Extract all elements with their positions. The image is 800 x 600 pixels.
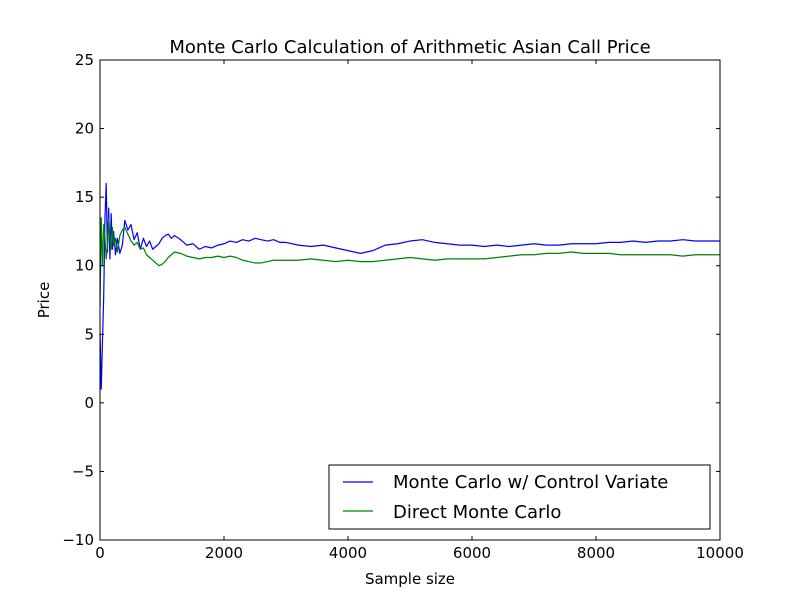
y-tick-label: 10: [75, 257, 94, 275]
y-axis-label: Price: [35, 282, 53, 319]
y-tick-label: −5: [72, 462, 94, 480]
x-axis: 0 2000 4000 6000 8000 10000: [95, 60, 744, 562]
series-layer: [99, 182, 720, 390]
y-tick-label: −10: [62, 531, 94, 549]
legend: Monte Carlo w/ Control Variate Direct Mo…: [328, 464, 711, 530]
chart-title: Monte Carlo Calculation of Arithmetic As…: [169, 37, 650, 58]
x-tick-label: 2000: [205, 544, 243, 562]
series-line-control-variate: [99, 182, 720, 390]
y-tick-label: 25: [75, 51, 94, 69]
x-axis-label: Sample size: [365, 570, 455, 588]
y-tick-label: 15: [75, 188, 94, 206]
y-tick-label: 0: [84, 394, 94, 412]
y-tick-label: 20: [75, 120, 94, 138]
y-tick-label: 5: [84, 325, 94, 343]
plot-area-frame: [99, 59, 721, 541]
legend-label-direct-monte-carlo: Direct Monte Carlo: [393, 502, 561, 523]
x-tick-label: 8000: [577, 544, 615, 562]
series-line-direct-monte-carlo: [99, 217, 720, 307]
x-tick-label: 4000: [329, 544, 367, 562]
x-tick-label: 10000: [696, 544, 744, 562]
legend-box: [328, 464, 711, 530]
x-tick-label: 6000: [453, 544, 491, 562]
legend-label-control-variate: Monte Carlo w/ Control Variate: [393, 472, 668, 493]
x-tick-label: 0: [95, 544, 105, 562]
y-axis: −10 −5 0 5 10 15 20 25: [62, 51, 720, 549]
